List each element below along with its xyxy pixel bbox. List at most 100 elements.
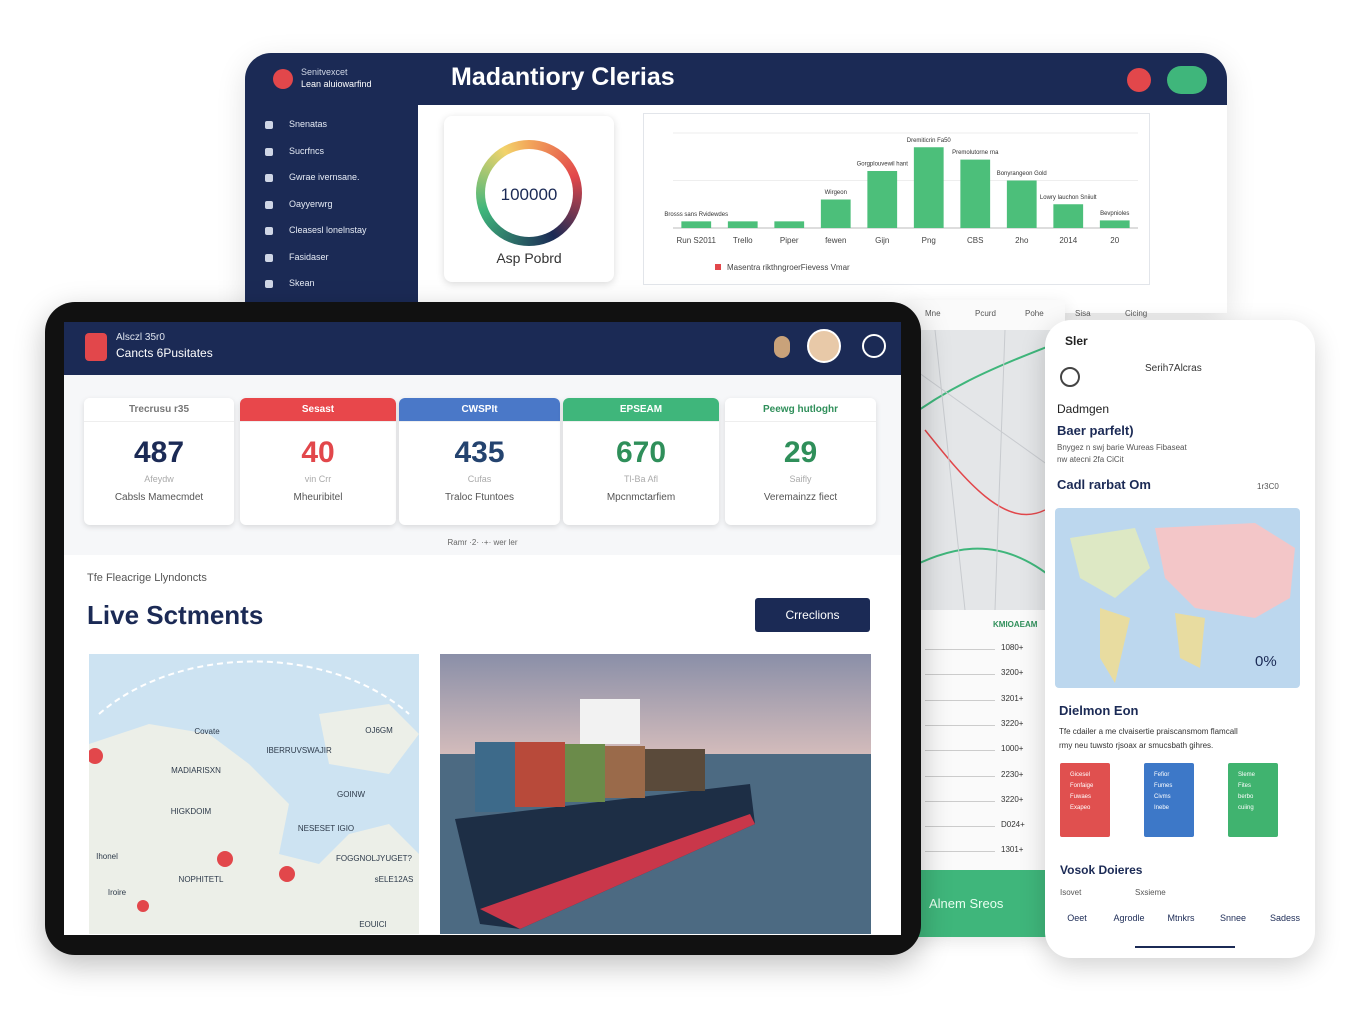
tile-line: Inebe xyxy=(1154,805,1170,811)
route xyxy=(98,660,410,715)
gauge-hole xyxy=(485,149,573,237)
column-label: Pcurd xyxy=(975,309,996,318)
bar-label: Premolutorne rna xyxy=(952,150,999,156)
tablet-logo xyxy=(85,333,107,361)
alert-icon[interactable] xyxy=(1127,68,1151,92)
tile-line: Fumes xyxy=(1154,783,1173,789)
nav-icon xyxy=(265,147,273,156)
settings-icon[interactable] xyxy=(862,334,886,358)
nav-item[interactable]: Skean xyxy=(289,278,315,288)
map-label: Iroire xyxy=(108,888,127,897)
row-line xyxy=(925,851,995,853)
bar-chart: Run S2011 Brosss sans Rvidewdes Trello Pipe… xyxy=(664,132,1138,272)
row-line xyxy=(925,775,995,777)
tile[interactable] xyxy=(1060,763,1110,837)
tablet-title: Cancts 6Pusitates xyxy=(116,346,213,360)
list-head: Isovet xyxy=(1060,888,1082,897)
nav-icon xyxy=(265,253,273,262)
brand-line: Lean aluiowarfind xyxy=(301,79,372,89)
tiles: Gicesel Fonfaige Fuwaes Exapeo Fefior Fumes Ci… xyxy=(1045,760,1315,840)
card-label: Traloc Ftuntoes xyxy=(444,492,515,503)
tab-bar: Oeet Agrodle Mtnkrs Snnee Sadess xyxy=(1045,910,1315,950)
panel-footer-label: Alnem Sreos xyxy=(929,896,1004,911)
x-tick-label: 2014 xyxy=(1059,236,1077,245)
map-label: GOINW xyxy=(337,790,365,799)
section-text: Tfe cdailer a me clvaisertie praiscansmo… xyxy=(1059,727,1238,736)
gauge-label: Asp Pobrd xyxy=(496,250,562,266)
route-map xyxy=(905,330,1065,611)
card-band xyxy=(399,398,560,422)
card-head: EPSEAM xyxy=(619,404,663,415)
pin xyxy=(137,900,149,912)
toggle-button[interactable] xyxy=(1167,66,1207,94)
brand-line: Senitvexcet xyxy=(301,67,348,77)
tab[interactable]: Sadess xyxy=(1269,913,1301,923)
desktop-title: Madantiory Clerias xyxy=(451,63,675,91)
list-head: Sxsieme xyxy=(1135,888,1166,897)
land xyxy=(1175,613,1205,668)
nav-item[interactable]: Sucrfncs xyxy=(289,145,325,156)
nav-item[interactable]: Cleasesl lonelnstay xyxy=(289,225,367,235)
bar-label: Wirgeon xyxy=(825,190,847,196)
card-sub: vin Crr xyxy=(304,474,332,484)
list-title: Vosok Doieres xyxy=(1060,863,1143,877)
nav-item[interactable]: Snenatas xyxy=(289,119,328,129)
x-tick-label: fewen xyxy=(825,236,846,245)
card-label: Veremainzz fiect xyxy=(763,492,838,503)
desktop-header xyxy=(245,53,1227,105)
tablet-header xyxy=(64,322,901,375)
tab[interactable]: Snnee xyxy=(1219,913,1247,923)
bar xyxy=(727,221,758,228)
map-label: EOUICI xyxy=(359,920,387,929)
user-icon[interactable] xyxy=(774,336,790,358)
pin xyxy=(89,748,103,764)
row-line xyxy=(925,724,995,726)
card-head: Sesast xyxy=(301,404,335,415)
section-kicker: Tfe Fleacrige Llyndoncts xyxy=(87,572,207,584)
row-line xyxy=(925,649,995,650)
map-label: IBERRUVSWAJIR xyxy=(266,746,332,755)
row-value: 1301+ xyxy=(1001,845,1024,855)
bar xyxy=(820,199,851,228)
bar-label: Lowry lauchon Sniiult xyxy=(1040,195,1097,201)
card-sub: Cufas xyxy=(467,474,492,484)
map-meta: 1r3C0 xyxy=(1257,482,1279,491)
containers xyxy=(565,744,605,802)
column-label: Cicing xyxy=(1125,309,1148,318)
nav-item[interactable]: Fasidaser xyxy=(289,251,329,262)
row-line xyxy=(925,750,995,752)
x-tick-label: Trello xyxy=(733,236,753,245)
tile[interactable] xyxy=(1228,763,1278,837)
map-label: Ihonel xyxy=(96,852,118,861)
home-indicator xyxy=(1135,946,1235,948)
map-label: NOPHITETL xyxy=(179,875,224,884)
card-band xyxy=(84,398,234,422)
tab[interactable]: Agrodle xyxy=(1113,913,1145,923)
field-value[interactable]: Baer parfelt) xyxy=(1057,423,1134,438)
avatar[interactable] xyxy=(807,329,841,363)
section-text: rmy neu tuwsto rjsoax ar smucsbath gihre… xyxy=(1059,741,1214,750)
map-label: HIGKDOIM xyxy=(171,807,212,816)
row-value: 3200+ xyxy=(1001,668,1024,678)
pin xyxy=(217,851,233,867)
tile-line: Civms xyxy=(1154,794,1171,800)
row-value: 3220+ xyxy=(1001,794,1024,804)
list-heading: KMIOAEAM xyxy=(993,620,1038,629)
row-line xyxy=(925,674,995,676)
tab[interactable]: Oeet xyxy=(1067,913,1087,923)
card-head: CWSPIt xyxy=(461,404,498,415)
action-button[interactable]: Crreclions xyxy=(755,598,870,632)
card-head: Peewg hutloghr xyxy=(763,404,838,415)
map-value: 0% xyxy=(1255,653,1277,670)
x-tick-label: Piper xyxy=(780,236,799,245)
nav-item[interactable]: Gwrae ivernsane. xyxy=(289,172,360,182)
card-head: Trecrusu r35 xyxy=(128,404,190,415)
field-note: nw atecni 2fa CiCit xyxy=(1057,455,1124,464)
land xyxy=(319,704,419,774)
footnote: Ramr ·2· ·+· wer ler xyxy=(447,538,518,547)
tile[interactable] xyxy=(1144,763,1194,837)
tab[interactable]: Mtnkrs xyxy=(1167,913,1195,923)
nav-item[interactable]: Oayyerwrg xyxy=(289,198,333,209)
nav-icon xyxy=(265,280,273,288)
card-label: Cabsls Mamecmdet xyxy=(114,492,204,503)
